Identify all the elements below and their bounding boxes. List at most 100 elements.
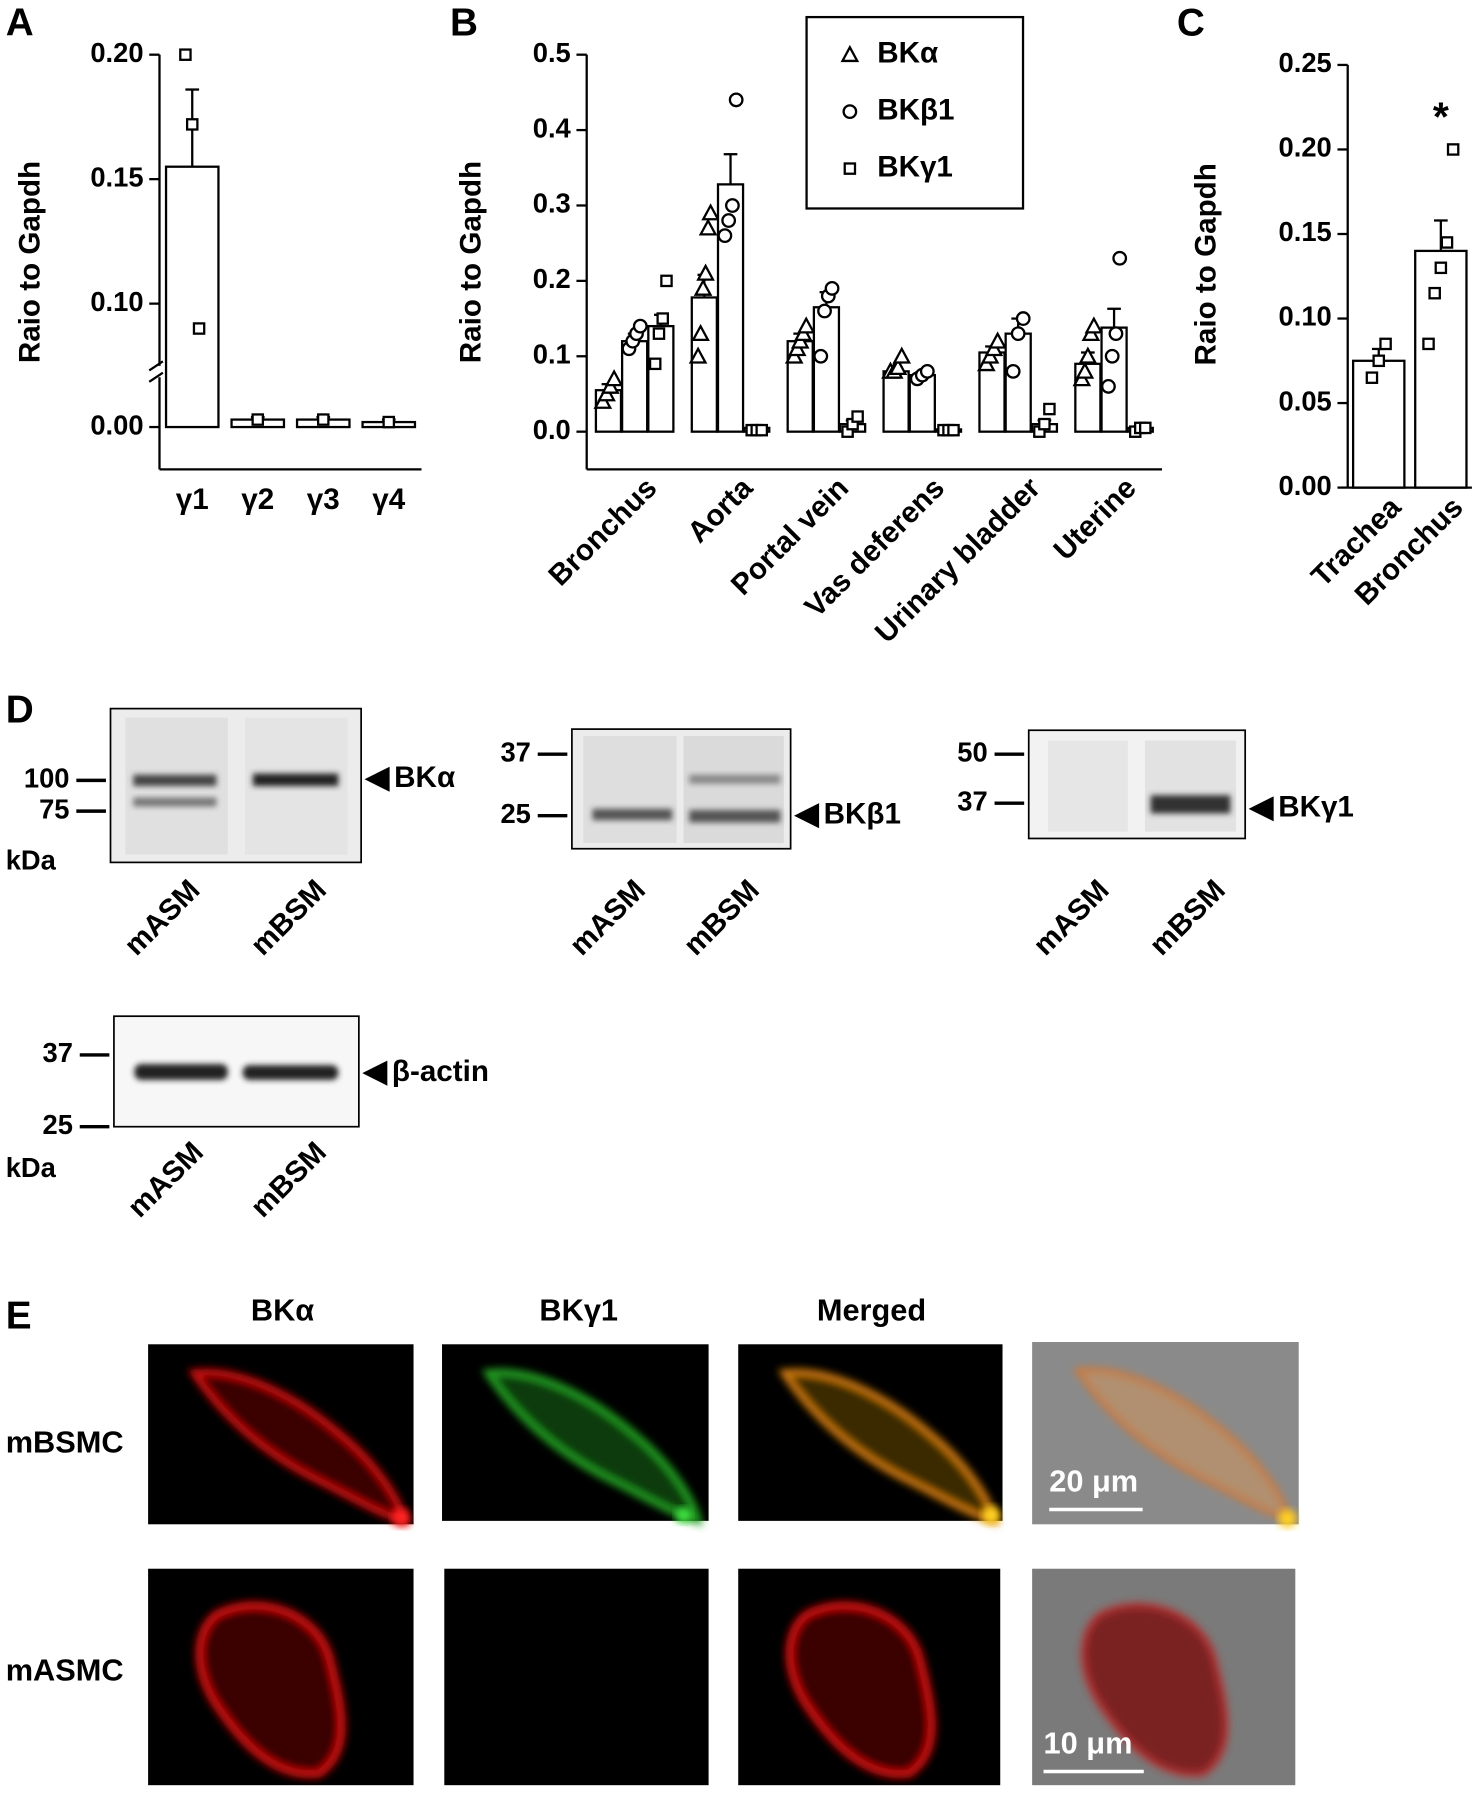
point bbox=[632, 318, 648, 334]
legend-label: BKγ1 bbox=[877, 150, 953, 183]
x-tick-label: γ3 bbox=[307, 483, 340, 516]
y-tick-label: 0.2 bbox=[533, 263, 571, 294]
y-axis-label: Raio to Gapdh bbox=[1189, 163, 1222, 365]
bar bbox=[1414, 249, 1468, 489]
point bbox=[725, 198, 740, 213]
band bbox=[134, 1064, 228, 1080]
panel-label: D bbox=[6, 688, 34, 731]
point bbox=[813, 348, 829, 364]
legend-label: BKα bbox=[877, 37, 938, 70]
point bbox=[1440, 236, 1454, 249]
y-tick-label: 0.10 bbox=[90, 286, 143, 317]
point bbox=[1428, 286, 1441, 300]
image bbox=[442, 1344, 709, 1523]
bar bbox=[620, 340, 649, 433]
scale-bar-label: 10 μm bbox=[1044, 1725, 1133, 1760]
point bbox=[1038, 417, 1051, 431]
lane-label: mASM bbox=[118, 873, 206, 961]
point bbox=[1075, 361, 1095, 379]
band bbox=[133, 797, 217, 807]
bar bbox=[882, 370, 910, 433]
point bbox=[185, 118, 199, 131]
lane bbox=[583, 735, 677, 844]
band bbox=[689, 809, 781, 823]
point bbox=[698, 218, 718, 236]
size-marker-label: 75 bbox=[39, 793, 69, 824]
point bbox=[660, 274, 673, 288]
y-tick-label: 0.20 bbox=[1279, 132, 1332, 163]
band bbox=[242, 1065, 339, 1080]
lane bbox=[683, 735, 784, 844]
image bbox=[148, 1568, 414, 1786]
point bbox=[1422, 337, 1435, 351]
image bbox=[444, 1568, 709, 1786]
point bbox=[1005, 363, 1021, 379]
lane-label: mBSM bbox=[244, 873, 332, 961]
point bbox=[648, 357, 662, 371]
x-tick-label: Uterine bbox=[1047, 471, 1142, 566]
point bbox=[888, 357, 908, 375]
row-label: mASMC bbox=[6, 1653, 124, 1688]
x-tick-label: Urinary bladder bbox=[869, 471, 1047, 649]
point bbox=[652, 327, 666, 340]
point bbox=[691, 323, 710, 342]
point bbox=[1379, 337, 1392, 351]
band bbox=[1150, 795, 1231, 814]
point bbox=[796, 316, 816, 334]
target-label: β-actin bbox=[392, 1055, 489, 1088]
y-tick-label: 0.10 bbox=[1279, 301, 1332, 332]
point bbox=[656, 312, 669, 325]
y-axis-label: Raio to Gapdh bbox=[14, 161, 47, 363]
point bbox=[1434, 261, 1448, 275]
point bbox=[1112, 250, 1128, 266]
axis-break bbox=[148, 360, 164, 372]
y-tick-label: 0.0 bbox=[533, 414, 571, 445]
point bbox=[988, 331, 1007, 349]
lane bbox=[1048, 740, 1128, 832]
point bbox=[717, 228, 733, 244]
axis-break bbox=[148, 371, 164, 383]
arrow bbox=[364, 766, 390, 792]
point bbox=[1365, 371, 1379, 384]
lane-label: mASM bbox=[1027, 873, 1115, 961]
unit-label: kDa bbox=[6, 1152, 57, 1183]
point bbox=[1104, 348, 1120, 364]
legend-marker bbox=[842, 104, 858, 120]
point bbox=[824, 281, 840, 296]
point bbox=[728, 92, 744, 108]
bar bbox=[164, 165, 220, 429]
bar bbox=[1004, 332, 1032, 433]
x-tick-label: Bronchus bbox=[542, 471, 663, 592]
lane bbox=[1144, 740, 1237, 832]
band bbox=[592, 808, 673, 821]
point bbox=[892, 346, 912, 364]
scale-bar-label: 20 μm bbox=[1049, 1463, 1138, 1498]
size-marker-label: 37 bbox=[43, 1037, 73, 1068]
point bbox=[192, 322, 206, 335]
point bbox=[604, 369, 624, 387]
bar bbox=[690, 296, 719, 433]
point bbox=[693, 278, 713, 296]
y-axis-label: Raio to Gapdh bbox=[455, 161, 488, 363]
size-marker-label: 50 bbox=[957, 736, 987, 767]
size-marker-label: 100 bbox=[24, 763, 70, 794]
y-tick-label: 0.15 bbox=[90, 161, 143, 192]
image bbox=[738, 1568, 1001, 1786]
image bbox=[148, 1344, 414, 1527]
point bbox=[1101, 379, 1116, 394]
unit-label: kDa bbox=[6, 845, 57, 876]
column-header: BKα bbox=[251, 1293, 314, 1328]
micrographs bbox=[148, 1342, 1299, 1786]
arrow bbox=[794, 803, 820, 829]
bar bbox=[1351, 359, 1406, 489]
y-tick-label: 0.00 bbox=[90, 409, 143, 440]
point bbox=[316, 413, 330, 426]
y-tick-label: 0.4 bbox=[533, 112, 572, 143]
point bbox=[851, 410, 864, 423]
point bbox=[919, 363, 935, 379]
annotation: * bbox=[1433, 94, 1449, 140]
point bbox=[251, 413, 265, 426]
bar bbox=[1100, 326, 1128, 433]
y-tick-label: 0.25 bbox=[1279, 47, 1332, 78]
